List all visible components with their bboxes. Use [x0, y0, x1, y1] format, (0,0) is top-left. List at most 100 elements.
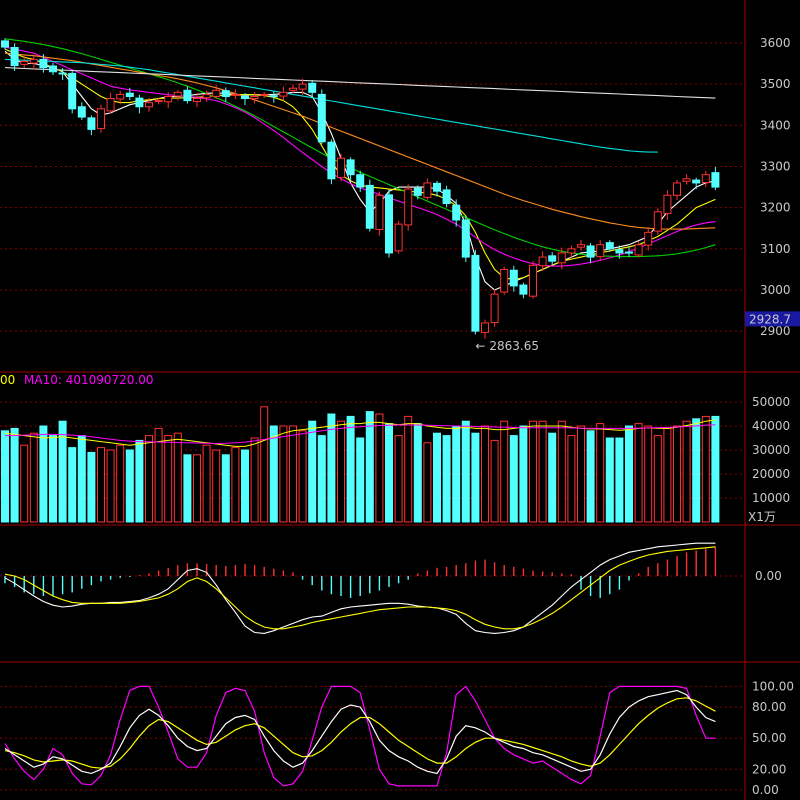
volume-bar — [481, 425, 489, 523]
volume-bar — [567, 435, 576, 523]
volume-bar — [212, 449, 221, 523]
volume-tick-label: 10000 — [752, 491, 790, 505]
volume-bar — [221, 454, 230, 523]
volume-panel: 00 MA10: 401090720.00 50000 40000 30000 … — [0, 373, 790, 524]
price-tick-label: 3200 — [760, 201, 791, 215]
kdj-axis-ticks: 100.00 80.00 50.00 20.00 0.00 — [752, 679, 794, 797]
volume-bar — [653, 435, 662, 523]
kdj-k-line — [4, 689, 716, 775]
volume-bar — [413, 423, 422, 523]
volume-ma-line — [4, 419, 716, 447]
price-tick-label: 3600 — [760, 36, 791, 50]
volume-bar — [250, 437, 259, 523]
volume-bar — [634, 423, 643, 523]
volume-bar — [241, 449, 249, 523]
candle-body — [557, 252, 566, 264]
candle-body — [212, 89, 221, 97]
volume-bar — [605, 437, 614, 523]
macd-zero-tick: 0.00 — [755, 569, 782, 583]
volume-bar — [154, 427, 163, 523]
volume-bar — [87, 451, 96, 523]
volume-bar — [260, 406, 269, 523]
volume-bar — [519, 425, 528, 523]
volume-tick-label: 40000 — [752, 419, 790, 433]
candle-body — [375, 194, 384, 230]
macd-lines — [4, 542, 716, 634]
kdj-tick-label: 0.00 — [752, 783, 779, 797]
volume-bar — [701, 415, 710, 523]
candle-body — [337, 157, 345, 179]
volume-bar — [279, 425, 288, 523]
candle-body — [577, 244, 585, 248]
candle-body — [394, 223, 403, 252]
volume-bar — [375, 413, 384, 523]
candle-body — [97, 108, 105, 130]
volume-tick-label: 20000 — [752, 467, 790, 481]
candle-body — [183, 89, 192, 102]
candle-body — [317, 93, 326, 143]
candle-body — [298, 83, 307, 90]
low-annotation: ← 2863.65 — [475, 339, 539, 353]
candle-body — [663, 194, 672, 214]
candle-body — [433, 182, 441, 192]
candle-body — [404, 188, 413, 226]
volume-bar — [711, 415, 720, 523]
candle-body — [519, 284, 528, 295]
candle-body — [135, 97, 144, 108]
candle-body — [308, 82, 317, 93]
candle-body — [20, 60, 29, 65]
candle-body — [701, 174, 710, 184]
volume-bar — [269, 425, 278, 523]
volume-bar — [385, 423, 393, 523]
candle-body — [500, 268, 509, 293]
price-moving-averages — [4, 38, 716, 291]
candle-body — [481, 322, 489, 333]
candle-body — [221, 90, 230, 97]
candle-body — [231, 93, 240, 96]
price-ma-line — [4, 58, 658, 153]
candle-body — [653, 211, 662, 232]
current-price-box — [745, 311, 800, 327]
volume-unit-label: X1万 — [748, 510, 776, 524]
volume-bar — [586, 430, 595, 523]
volume-bar — [673, 425, 681, 523]
volume-legend-prefix: 00 — [0, 373, 15, 387]
candle-body — [116, 93, 125, 100]
candle-body — [461, 219, 470, 258]
volume-bar — [442, 435, 451, 523]
candle-body — [289, 87, 297, 91]
candle-body — [260, 93, 269, 96]
volume-bar — [596, 423, 605, 523]
candle-body — [346, 159, 355, 176]
candle-body — [1, 40, 9, 48]
volume-bar — [365, 411, 374, 523]
candle-body — [250, 95, 259, 100]
volume-bar — [500, 420, 509, 523]
volume-bar — [394, 435, 403, 523]
volume-bar — [490, 439, 499, 523]
volume-bar — [20, 444, 29, 523]
candle-body — [29, 58, 38, 64]
volume-bar — [548, 432, 557, 523]
kdj-tick-label: 100.00 — [752, 679, 794, 693]
volume-bar — [97, 447, 105, 523]
kdj-panel: 100.00 80.00 50.00 20.00 0.00 — [0, 679, 794, 797]
candle-body — [711, 172, 720, 188]
volume-bar — [39, 425, 48, 523]
candle-body — [423, 182, 432, 198]
candle-body — [164, 95, 173, 103]
price-tick-label: 3300 — [760, 159, 791, 173]
volume-bar — [346, 415, 355, 523]
candle-body — [586, 245, 595, 258]
volume-bar — [452, 425, 461, 523]
candle-body — [145, 102, 153, 108]
candle-body — [327, 141, 336, 180]
candle-body — [452, 204, 461, 221]
volume-bar — [68, 447, 77, 523]
price-ma-line — [4, 67, 716, 99]
current-price-marker: 2928.7 — [745, 311, 800, 327]
price-tick-label: 3100 — [760, 242, 791, 256]
candle-body — [692, 179, 701, 184]
kdj-j-line — [4, 685, 716, 787]
